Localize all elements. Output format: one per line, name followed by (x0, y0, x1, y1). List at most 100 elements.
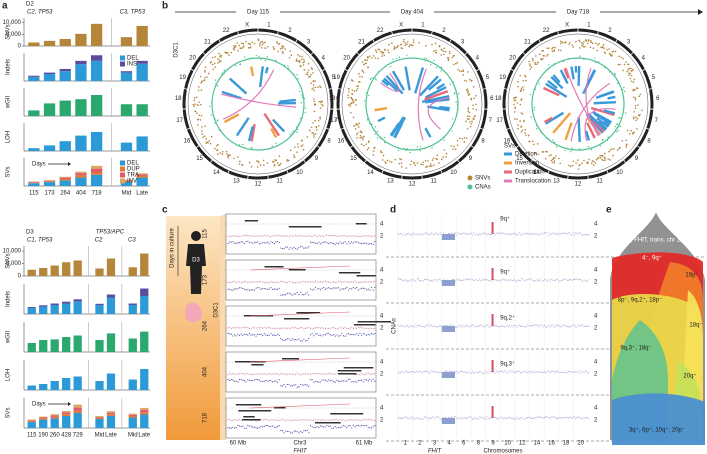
cn-dot (293, 293, 295, 295)
cn-dot (339, 380, 341, 383)
cn-dot (517, 370, 519, 372)
snv-dot (532, 59, 534, 62)
snv-dot (362, 144, 365, 147)
snv-dot (440, 48, 443, 51)
cn-dot (471, 234, 473, 236)
cn-dot (433, 279, 435, 281)
cn-dot (462, 418, 464, 420)
cn-dot (227, 242, 229, 245)
cn-dot (283, 384, 285, 386)
cn-dot (462, 324, 464, 326)
cn-dot (298, 327, 300, 329)
bar (90, 55, 103, 61)
snv-dot (579, 164, 581, 166)
cn-dot (564, 232, 566, 234)
cn-dot (504, 417, 506, 419)
snv-dot (366, 56, 369, 58)
cn-dot (311, 372, 313, 374)
cn-dot (439, 371, 441, 373)
cn-dot (235, 242, 237, 244)
cn-dot (534, 279, 536, 281)
snv-dot (297, 146, 299, 148)
snv-dot (551, 50, 554, 53)
cn-dot (347, 328, 349, 330)
bar (140, 253, 149, 276)
cn-dot (243, 333, 246, 335)
snv-dot (406, 41, 409, 43)
cn-dot (558, 371, 560, 373)
cn-dot (404, 326, 406, 328)
sv-bar (577, 117, 581, 143)
cn-dot (427, 417, 429, 419)
segment (338, 272, 361, 274)
cna-dot (443, 136, 445, 139)
cna-dot (264, 59, 267, 62)
snv-dot (215, 144, 218, 147)
cn-dot (560, 326, 562, 328)
cn-dot (341, 380, 343, 382)
cn-dot (476, 372, 478, 374)
cn-dot (334, 419, 336, 421)
chromosome-label: 19 (179, 75, 186, 81)
bar (73, 407, 82, 411)
cn-dot (480, 234, 482, 236)
cn-dot (512, 326, 514, 328)
snv-dot (219, 152, 222, 154)
snv-dot (428, 165, 431, 167)
cn-dot (240, 333, 242, 335)
cn-dot (290, 432, 292, 434)
snv-dot (377, 48, 379, 51)
cn-dot (323, 426, 325, 428)
snv-dot (532, 143, 535, 146)
cn-dot (290, 420, 292, 422)
cn-dot (498, 232, 500, 234)
sv-bar (552, 74, 561, 84)
cna-dot (304, 111, 306, 114)
cn-dot (334, 282, 336, 284)
cn-dot (242, 334, 244, 337)
cn-dot (344, 234, 346, 236)
cn-dot (488, 280, 490, 282)
cn-dot (402, 234, 404, 236)
cn-dot (444, 324, 446, 326)
cn-dot (480, 417, 482, 419)
cn-dot (492, 280, 494, 282)
snv-dot (528, 60, 530, 63)
sv-bar (271, 118, 286, 133)
cn-dot (522, 325, 524, 327)
chromosome-sep (310, 51, 314, 56)
chromosome-label: 4 (642, 55, 646, 61)
chromosome-sep (190, 68, 195, 72)
sv-arc (249, 265, 351, 271)
snv-dot (467, 90, 469, 92)
cn-dot (338, 328, 340, 330)
cn-dot (571, 325, 573, 327)
y-tick-label: 4 (380, 314, 384, 320)
cn-dot (369, 427, 371, 429)
sv-bar (228, 77, 248, 95)
cn-dot (575, 371, 577, 373)
snv-dot (351, 80, 354, 82)
cna-dot (601, 139, 604, 142)
legend-label: SNVs (475, 176, 490, 182)
snv-dot (240, 42, 243, 45)
cn-dot (523, 233, 525, 235)
cn-dot (371, 236, 373, 238)
cn-dot (351, 241, 353, 243)
sv-bar (543, 86, 560, 97)
bar (59, 100, 71, 116)
cn-dot (551, 370, 553, 372)
cn-dot (313, 241, 315, 243)
snv-dot (639, 113, 641, 116)
cn-dot (440, 325, 442, 327)
bar (106, 416, 116, 428)
cn-dot (296, 235, 298, 237)
cn-dot (310, 235, 311, 237)
chromosome-label: 1 (587, 22, 591, 28)
cn-dot (456, 234, 458, 236)
cn-dot (268, 235, 270, 237)
sv-bar (439, 105, 450, 110)
cn-dot (493, 279, 495, 281)
segment (244, 220, 258, 222)
snv-dot (374, 146, 376, 149)
